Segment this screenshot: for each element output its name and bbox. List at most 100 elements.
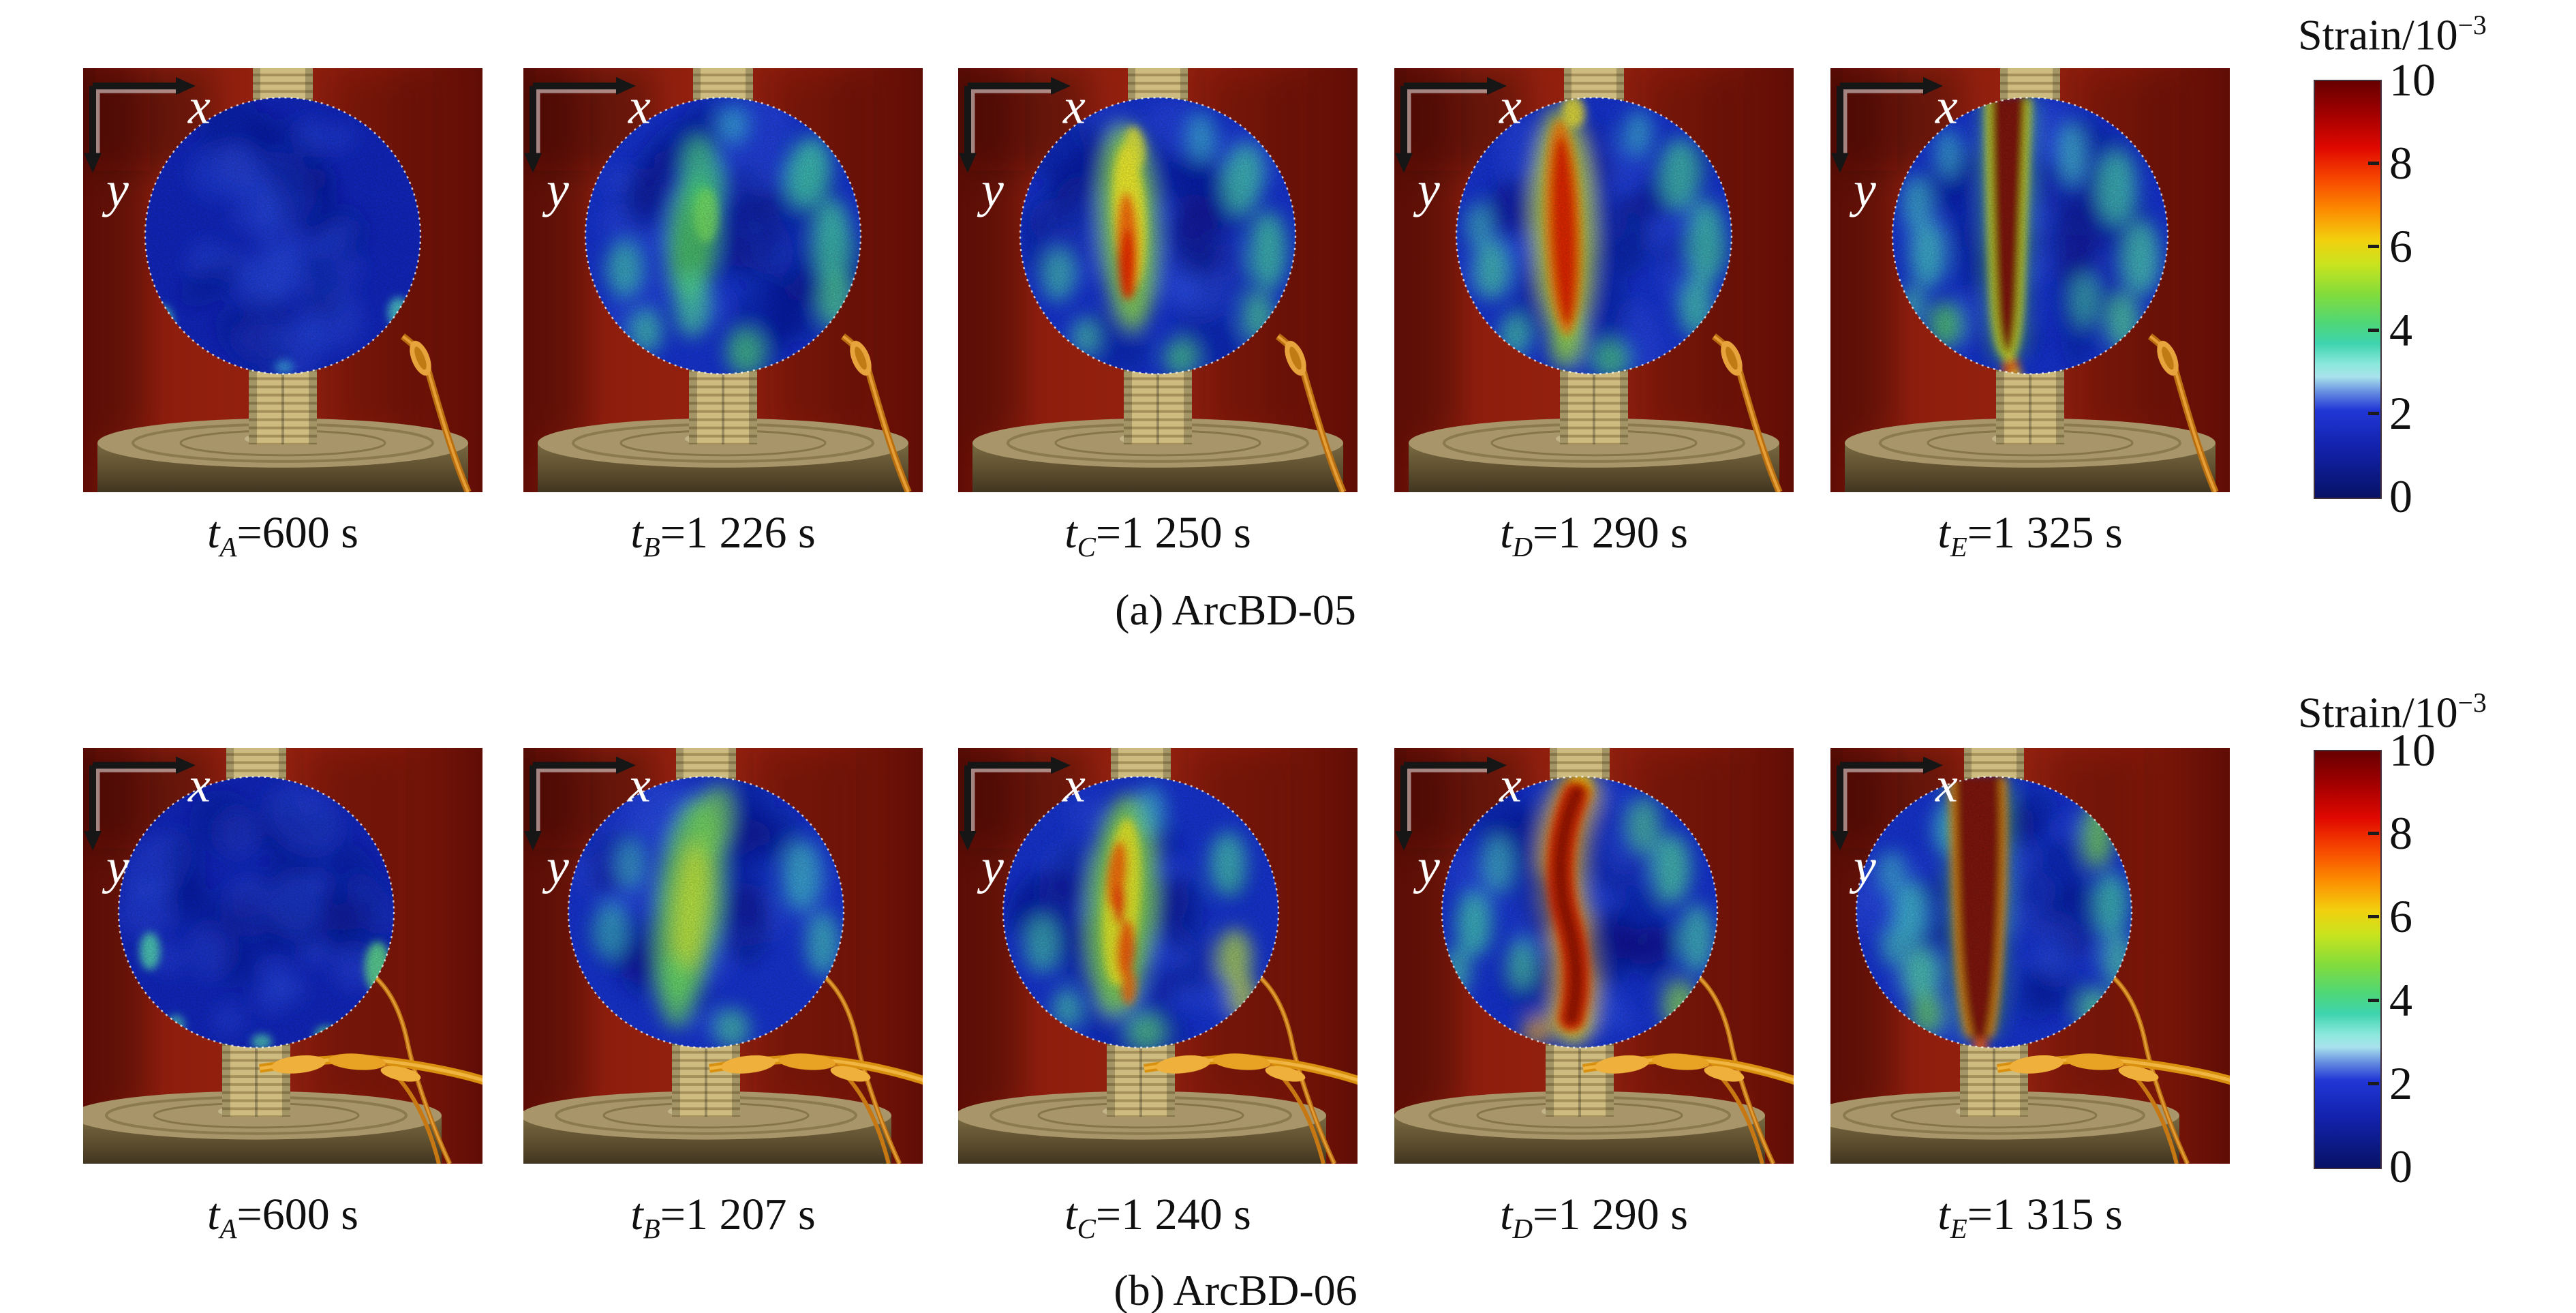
- sensor-wire: [1582, 971, 1794, 1164]
- time-label-a-C: tC=1 250 s: [958, 507, 1358, 563]
- time-label-a-E: tE=1 325 s: [1830, 507, 2230, 563]
- specimen-photo: xy: [958, 68, 1358, 492]
- x-axis-label: x: [187, 78, 211, 134]
- time-variable: t: [630, 1190, 643, 1239]
- loading-rod-bottom: [1960, 1036, 2028, 1117]
- sensor-wire: [1144, 971, 1358, 1164]
- axes-icon: xy: [1395, 77, 1522, 218]
- y-axis-label: y: [977, 839, 1004, 894]
- loading-rod-bottom: [1996, 362, 2064, 444]
- colorbar-tick-8: 8: [2389, 807, 2412, 860]
- time-label-b-C: tC=1 240 s: [958, 1189, 1358, 1245]
- colorbar-tick-10: 10: [2389, 54, 2436, 106]
- base-platen: [972, 418, 1343, 492]
- colorbar-tickmark: [2368, 328, 2379, 332]
- colorbar-tick-4: 4: [2389, 303, 2412, 356]
- axes-icon: xy: [1831, 77, 1958, 218]
- colorbar-tickmark: [2368, 162, 2379, 166]
- colorbar-tickmark: [2368, 998, 2379, 1002]
- axes-icon: xy: [959, 77, 1086, 218]
- time-variable: t: [1064, 508, 1077, 558]
- loading-rod-bottom: [672, 1036, 740, 1117]
- specimen-photo: xy: [1394, 68, 1794, 492]
- loading-rod-bottom: [1124, 362, 1192, 444]
- time-variable: t: [630, 508, 643, 558]
- time-value: =1 240 s: [1095, 1190, 1251, 1239]
- time-subscript: C: [1077, 1213, 1096, 1245]
- subfigure-caption-b: (b) ArcBD-06: [1114, 1266, 1358, 1313]
- colorbar-title-text: Strain/10: [2298, 688, 2458, 737]
- axes-icon: xy: [84, 756, 211, 894]
- time-value: =1 290 s: [1532, 508, 1688, 558]
- time-label-a-D: tD=1 290 s: [1394, 507, 1794, 563]
- colorbar-tickmark: [2368, 411, 2379, 415]
- colorbar-title-text: Strain/10: [2298, 10, 2458, 59]
- sensor-wire: [400, 333, 472, 492]
- time-subscript: B: [643, 1213, 660, 1245]
- time-label-b-A: tA=600 s: [83, 1189, 482, 1245]
- time-subscript: D: [1512, 532, 1533, 563]
- loading-rod-bottom: [689, 362, 757, 444]
- time-value: =1 290 s: [1532, 1190, 1688, 1239]
- time-variable: t: [1937, 1190, 1950, 1239]
- x-axis-label: x: [1935, 78, 1958, 134]
- colorbar-tick-4: 4: [2389, 974, 2412, 1026]
- y-axis-label: y: [1413, 162, 1440, 218]
- y-axis-label: y: [1849, 839, 1876, 894]
- colorbar-title-a: Strain/10−3: [2298, 10, 2487, 60]
- axes-icon: xy: [959, 756, 1086, 894]
- loading-rod-bottom: [1107, 1036, 1175, 1117]
- loading-rod-bottom: [222, 1036, 290, 1117]
- time-value: =600 s: [236, 1190, 358, 1239]
- colorbar-b: [2314, 750, 2382, 1169]
- colorbar-tick-6: 6: [2389, 220, 2412, 273]
- strain-field: [1892, 97, 2168, 374]
- subfigure-caption-a: (a) ArcBD-05: [1115, 586, 1356, 634]
- time-value: =600 s: [236, 508, 358, 558]
- strain-field: [119, 776, 394, 1048]
- y-axis-label: y: [542, 839, 569, 894]
- time-subscript: D: [1512, 1213, 1533, 1245]
- specimen-photo: xy: [523, 748, 923, 1164]
- colorbar-tick-2: 2: [2389, 1057, 2412, 1109]
- colorbar-tick-2: 2: [2389, 387, 2412, 439]
- sensor-wire: [1997, 971, 2230, 1164]
- x-axis-label: x: [1062, 757, 1086, 812]
- y-axis-label: y: [1849, 162, 1876, 218]
- x-axis-label: x: [628, 757, 651, 812]
- time-variable: t: [1064, 1190, 1077, 1239]
- base-platen: [83, 1091, 442, 1164]
- x-axis-label: x: [628, 78, 651, 134]
- colorbar-a: [2314, 80, 2382, 499]
- strain-field: [1856, 776, 2132, 1048]
- base-platen: [97, 418, 468, 492]
- axes-icon: xy: [1831, 756, 1958, 894]
- specimen-photo: xy: [83, 68, 482, 492]
- colorbar-tick-0: 0: [2389, 1141, 2412, 1192]
- x-axis-label: x: [1935, 757, 1958, 812]
- sensor-wire: [2147, 333, 2219, 492]
- strain-field: [145, 97, 420, 374]
- colorbar-tick-10: 10: [2389, 724, 2436, 776]
- colorbar-tick-0: 0: [2389, 470, 2412, 522]
- y-axis-label: y: [977, 162, 1004, 218]
- strain-field: [1020, 97, 1295, 374]
- specimen-photo: xy: [1830, 68, 2230, 492]
- loading-rod-bottom: [1546, 1036, 1614, 1117]
- y-axis-label: y: [102, 839, 129, 894]
- sensor-wire: [259, 971, 482, 1164]
- colorbar-title-exponent: −3: [2457, 10, 2487, 40]
- y-axis-label: y: [542, 162, 569, 218]
- time-subscript: A: [219, 532, 237, 563]
- x-axis-label: x: [1499, 78, 1522, 134]
- colorbar-tickmark: [2368, 245, 2379, 249]
- time-value: =1 207 s: [660, 1190, 816, 1239]
- strain-field: [1003, 776, 1278, 1048]
- base-platen: [958, 1091, 1326, 1164]
